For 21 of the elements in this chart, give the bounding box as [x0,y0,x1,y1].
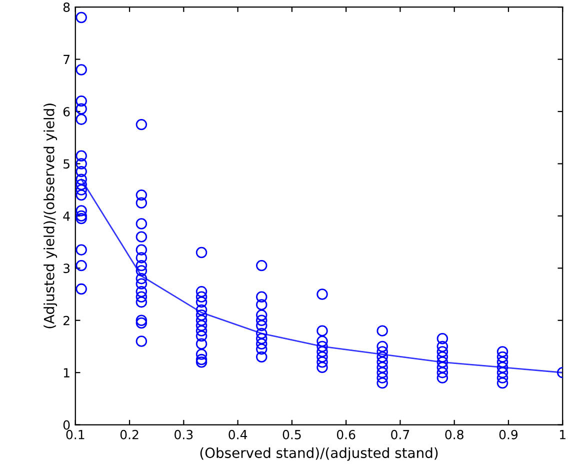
x-tick-label: 0.3 [174,430,193,440]
x-tick-label: 1 [560,430,566,440]
x-tick-label: 0.6 [336,430,356,440]
x-tick-label: 0.7 [391,430,410,440]
y-tick-label: 1 [64,368,70,378]
x-tick-label: 0.1 [66,430,84,440]
y-tick-label: 2 [64,316,70,326]
y-tick-label: 6 [63,106,70,116]
x-tick-label: 0.4 [228,430,248,440]
y-tick-label: 5 [64,159,70,169]
y-tick-label: 4 [63,212,70,221]
x-tick-label: 0.2 [120,430,138,440]
x-tick-label: 0.5 [282,430,301,440]
y-axis-title: (Adjusted yield)/(observed yield) [44,104,58,328]
x-tick-label: 0.9 [499,430,518,440]
y-tick-label: 0 [63,420,70,430]
y-tick-label: 8 [63,2,70,12]
y-tick-label: 7 [64,54,70,64]
x-axis-title: (Observed stand)/(adjusted stand) [200,447,438,461]
y-tick-label: 3 [64,264,70,274]
x-tick-label: 0.8 [445,430,464,440]
